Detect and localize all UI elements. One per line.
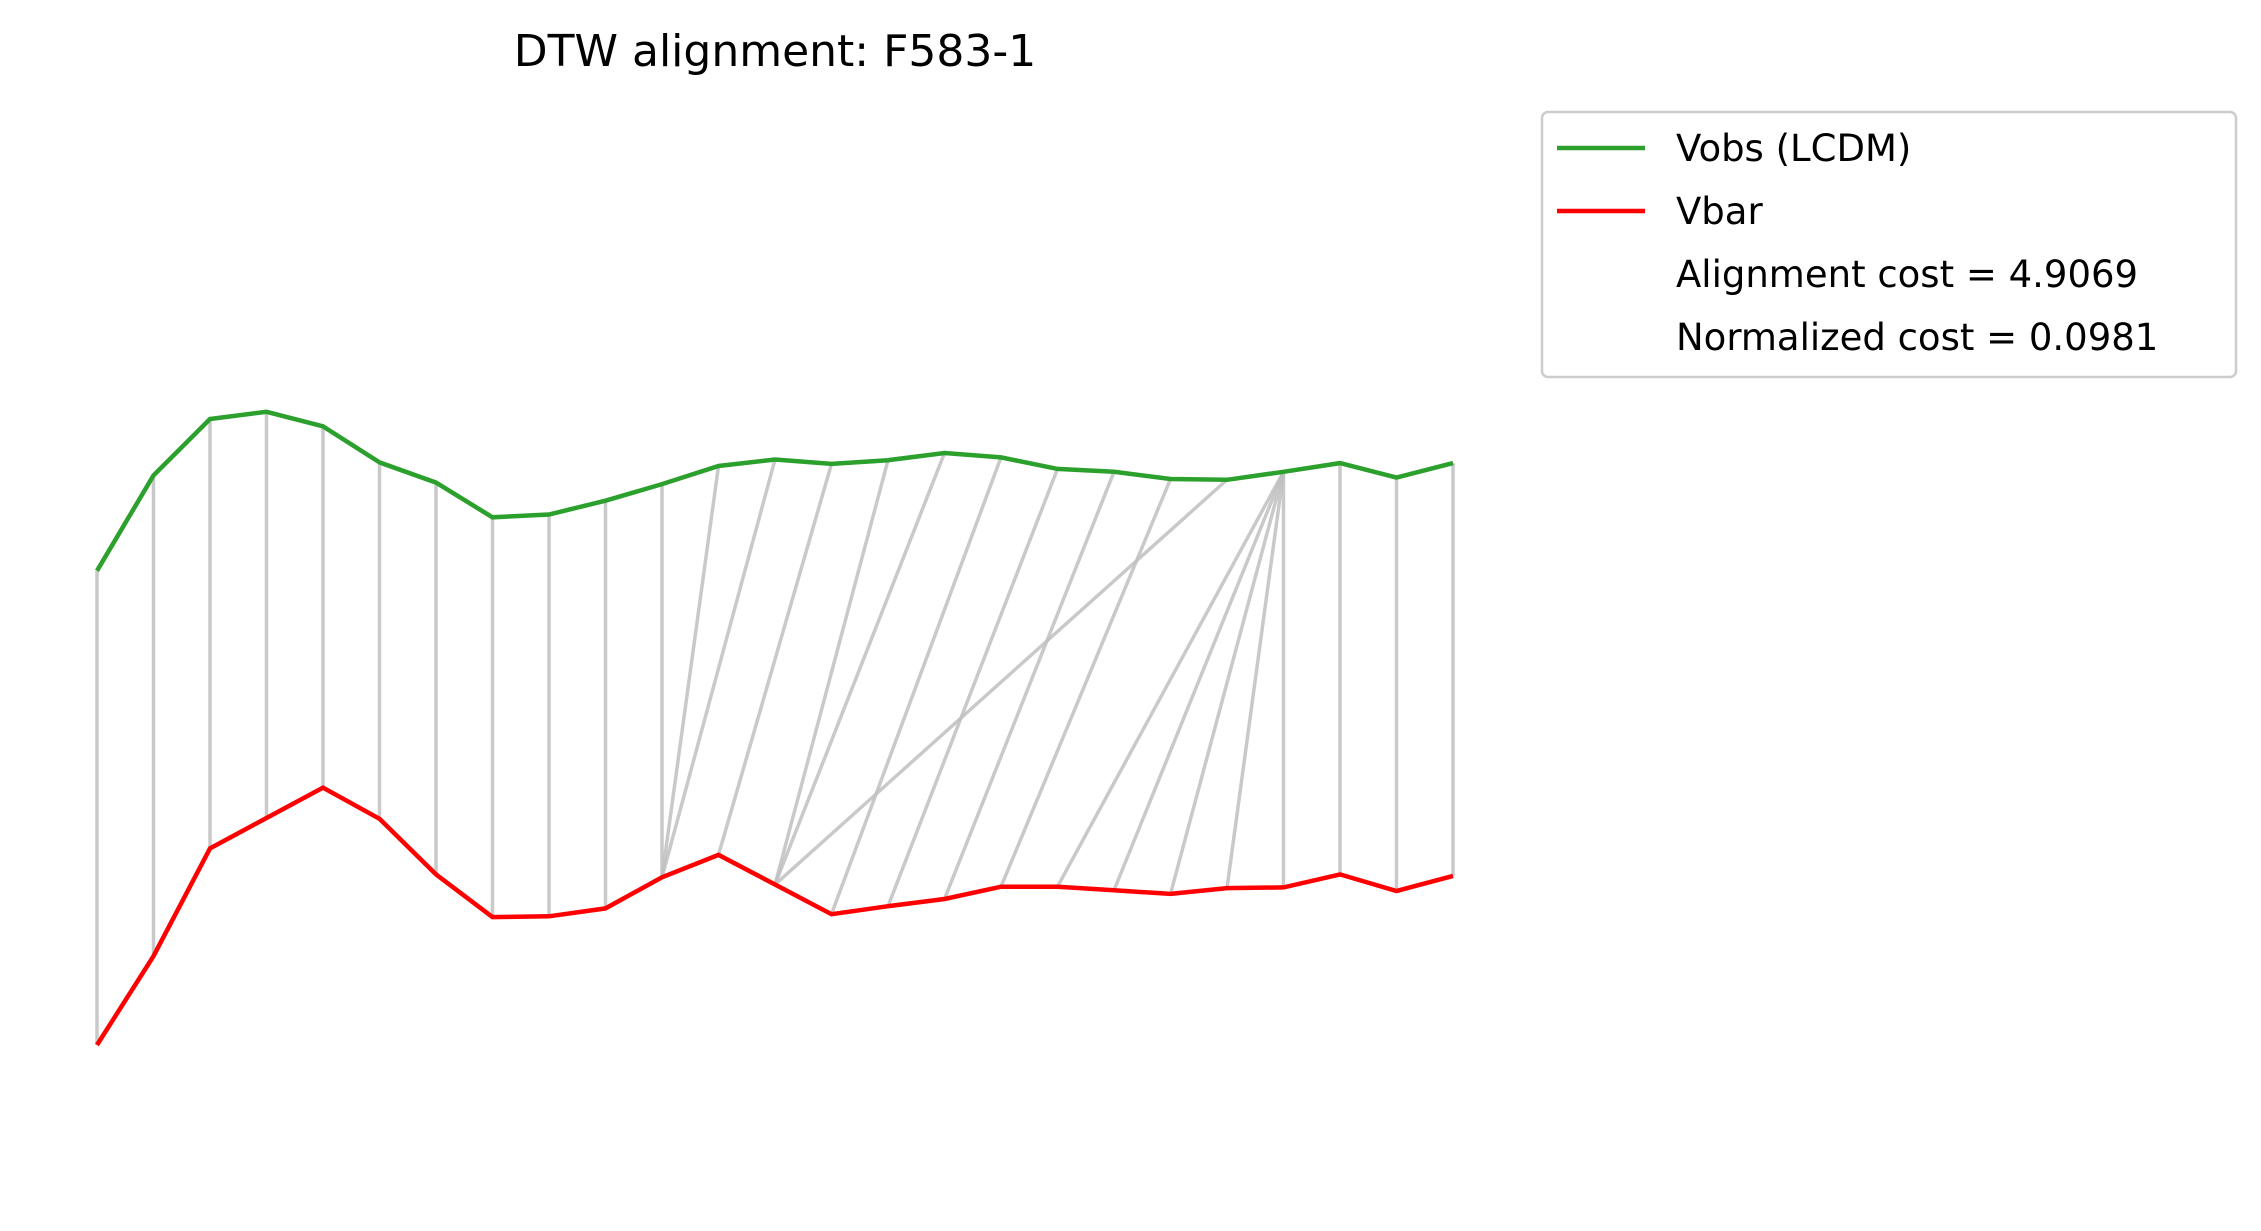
series-lines <box>95 409 1454 1047</box>
alignment-line <box>1112 471 1286 891</box>
alignment-line <box>1168 471 1286 895</box>
alignment-lines <box>95 411 1455 1045</box>
chart-title: DTW alignment: F583-1 <box>514 26 1037 77</box>
legend-label-vobs: Vobs (LCDM) <box>1676 127 1911 170</box>
alignment-line <box>716 463 834 856</box>
alignment-line <box>942 471 1116 900</box>
legend-normalized-cost: Normalized cost = 0.0981 <box>1676 316 2158 359</box>
legend-alignment-cost: Alignment cost = 4.9069 <box>1676 253 2138 296</box>
alignment-line <box>773 478 1229 886</box>
alignment-line <box>829 456 1003 915</box>
alignment-line <box>886 468 1060 907</box>
legend-label-vbar: Vbar <box>1676 190 1763 233</box>
legend-frame <box>1540 110 2238 379</box>
alignment-line <box>773 452 947 886</box>
series-line-vbar <box>95 785 1454 1047</box>
alignment-line <box>999 478 1173 888</box>
series-line-vobs <box>95 409 1454 572</box>
legend: Vobs (LCDM) Vbar Alignment cost = 4.9069… <box>1540 110 2238 379</box>
alignment-line <box>1055 470 1286 888</box>
alignment-line <box>660 465 721 878</box>
alignment-line <box>660 459 777 878</box>
alignment-line <box>1225 471 1286 889</box>
alignment-line <box>773 459 890 885</box>
